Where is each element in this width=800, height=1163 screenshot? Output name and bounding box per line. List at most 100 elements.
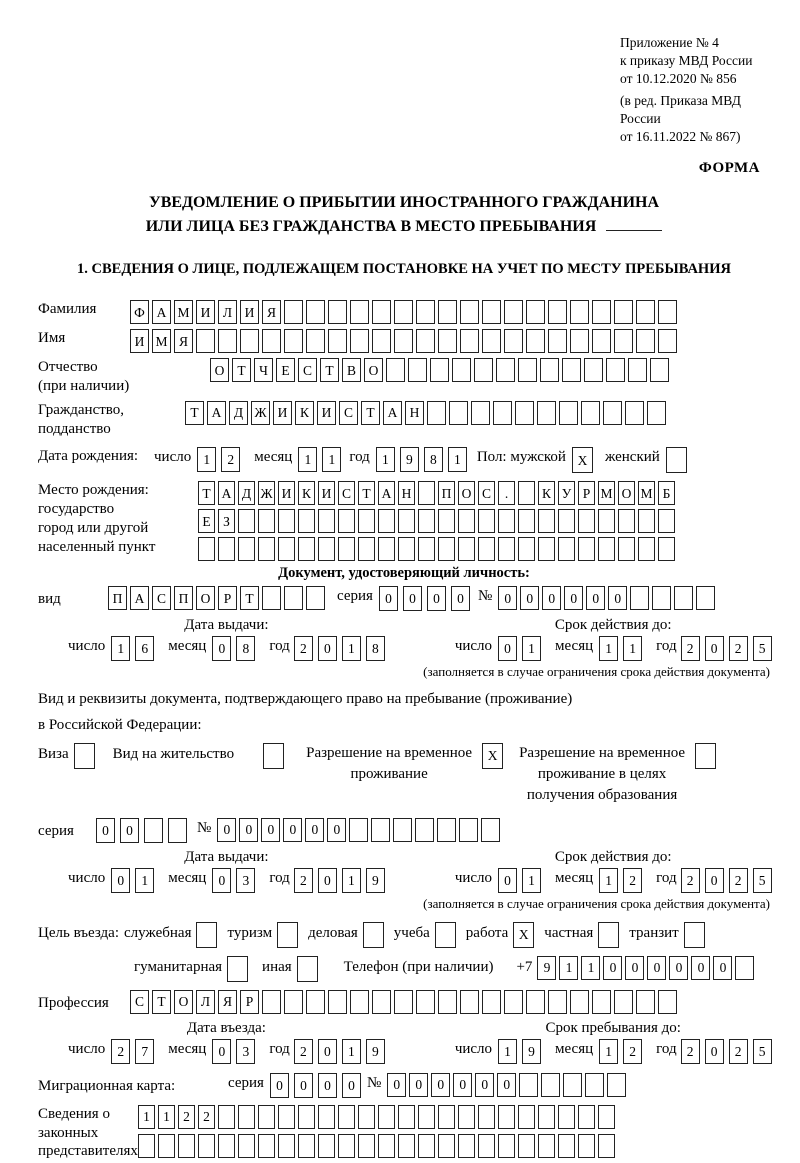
char-box[interactable]	[318, 1104, 335, 1129]
char-box[interactable]	[498, 1133, 515, 1158]
char-box[interactable]	[526, 300, 545, 325]
char-box[interactable]: Т	[198, 481, 215, 506]
char-box[interactable]	[338, 509, 355, 534]
char-box[interactable]: Е	[198, 509, 215, 534]
char-box[interactable]: 1	[599, 867, 619, 893]
char-box[interactable]: 0	[317, 1038, 337, 1064]
char-box[interactable]	[284, 989, 303, 1014]
char-box[interactable]	[559, 400, 578, 425]
char-box[interactable]	[578, 1104, 595, 1129]
char-box[interactable]: С	[339, 400, 358, 425]
char-box[interactable]: 0	[387, 1072, 407, 1097]
char-box[interactable]	[258, 537, 275, 562]
char-box[interactable]: 0	[212, 636, 232, 662]
char-box[interactable]: 8	[423, 447, 443, 473]
char-box[interactable]	[372, 300, 391, 325]
char-box[interactable]	[518, 509, 535, 534]
char-box[interactable]: Ж	[258, 481, 275, 506]
char-box[interactable]	[614, 989, 633, 1014]
char-box[interactable]	[284, 300, 303, 325]
char-box[interactable]	[372, 989, 391, 1014]
char-box[interactable]	[665, 447, 687, 474]
char-box[interactable]: 9	[365, 867, 385, 893]
char-box[interactable]: У	[558, 481, 575, 506]
char-box[interactable]: М	[598, 481, 615, 506]
char-box[interactable]	[578, 1133, 595, 1158]
char-box[interactable]: Р	[578, 481, 595, 506]
char-box[interactable]	[460, 300, 479, 325]
char-box[interactable]	[415, 817, 435, 842]
char-box[interactable]	[581, 400, 600, 425]
char-box[interactable]	[438, 329, 457, 354]
char-box[interactable]: 1	[158, 1104, 175, 1129]
char-box[interactable]	[378, 1104, 395, 1129]
char-box[interactable]: 0	[704, 867, 724, 893]
char-box[interactable]	[592, 989, 611, 1014]
char-box[interactable]: X	[571, 447, 593, 474]
char-box[interactable]: И	[240, 300, 259, 325]
char-box[interactable]: 1	[135, 867, 155, 893]
char-box[interactable]: С	[478, 481, 495, 506]
char-box[interactable]: Д	[229, 400, 248, 425]
char-box[interactable]: 5	[752, 636, 772, 662]
char-box[interactable]	[458, 1104, 475, 1129]
char-box[interactable]	[526, 329, 545, 354]
char-box[interactable]: 0	[212, 1038, 232, 1064]
char-box[interactable]: 0	[450, 586, 470, 612]
char-box[interactable]	[548, 300, 567, 325]
char-box[interactable]	[540, 358, 559, 383]
char-box[interactable]	[437, 817, 457, 842]
char-box[interactable]	[258, 1133, 275, 1158]
char-box[interactable]	[570, 329, 589, 354]
char-box[interactable]: А	[378, 481, 395, 506]
char-box[interactable]	[338, 1104, 355, 1129]
char-box[interactable]	[558, 537, 575, 562]
char-box[interactable]	[578, 537, 595, 562]
char-box[interactable]: 1	[599, 1038, 619, 1064]
char-box[interactable]	[416, 329, 435, 354]
char-box[interactable]: 1	[581, 955, 601, 980]
char-box[interactable]	[526, 989, 545, 1014]
char-box[interactable]: 0	[647, 955, 667, 980]
char-box[interactable]	[338, 1133, 355, 1158]
char-box[interactable]	[328, 989, 347, 1014]
char-box[interactable]	[504, 300, 523, 325]
char-box[interactable]: О	[196, 586, 215, 611]
char-box[interactable]: 2	[178, 1104, 195, 1129]
char-box[interactable]	[408, 358, 427, 383]
char-box[interactable]	[504, 989, 523, 1014]
char-box[interactable]	[198, 537, 215, 562]
purpose-commercial-checkbox[interactable]	[362, 921, 384, 948]
char-box[interactable]	[278, 1104, 295, 1129]
char-box[interactable]	[482, 989, 501, 1014]
visa-checkbox[interactable]	[73, 742, 95, 769]
char-box[interactable]: 0	[409, 1072, 429, 1097]
char-box[interactable]	[262, 329, 281, 354]
char-box[interactable]	[452, 358, 471, 383]
char-box[interactable]	[394, 300, 413, 325]
char-box[interactable]: С	[130, 989, 149, 1014]
char-box[interactable]: 0	[111, 867, 131, 893]
char-box[interactable]: 1	[197, 447, 217, 473]
char-box[interactable]	[518, 1133, 535, 1158]
char-box[interactable]	[350, 989, 369, 1014]
char-box[interactable]: Т	[361, 400, 380, 425]
char-box[interactable]	[630, 586, 650, 611]
char-box[interactable]	[328, 300, 347, 325]
char-box[interactable]: 0	[691, 955, 711, 980]
char-box[interactable]: 2	[293, 867, 313, 893]
purpose-business-checkbox[interactable]	[196, 921, 218, 948]
char-box[interactable]: 6	[135, 636, 155, 662]
purpose-study-checkbox[interactable]	[434, 921, 456, 948]
temp-residence-edu-checkbox[interactable]	[695, 742, 717, 769]
char-box[interactable]	[538, 509, 555, 534]
purpose-private-checkbox[interactable]	[598, 921, 620, 948]
char-box[interactable]	[498, 1104, 515, 1129]
char-box[interactable]: П	[108, 586, 127, 611]
char-box[interactable]	[350, 300, 369, 325]
char-box[interactable]	[438, 509, 455, 534]
char-box[interactable]	[478, 537, 495, 562]
char-box[interactable]	[592, 329, 611, 354]
char-box[interactable]: 2	[680, 867, 700, 893]
char-box[interactable]	[518, 358, 537, 383]
